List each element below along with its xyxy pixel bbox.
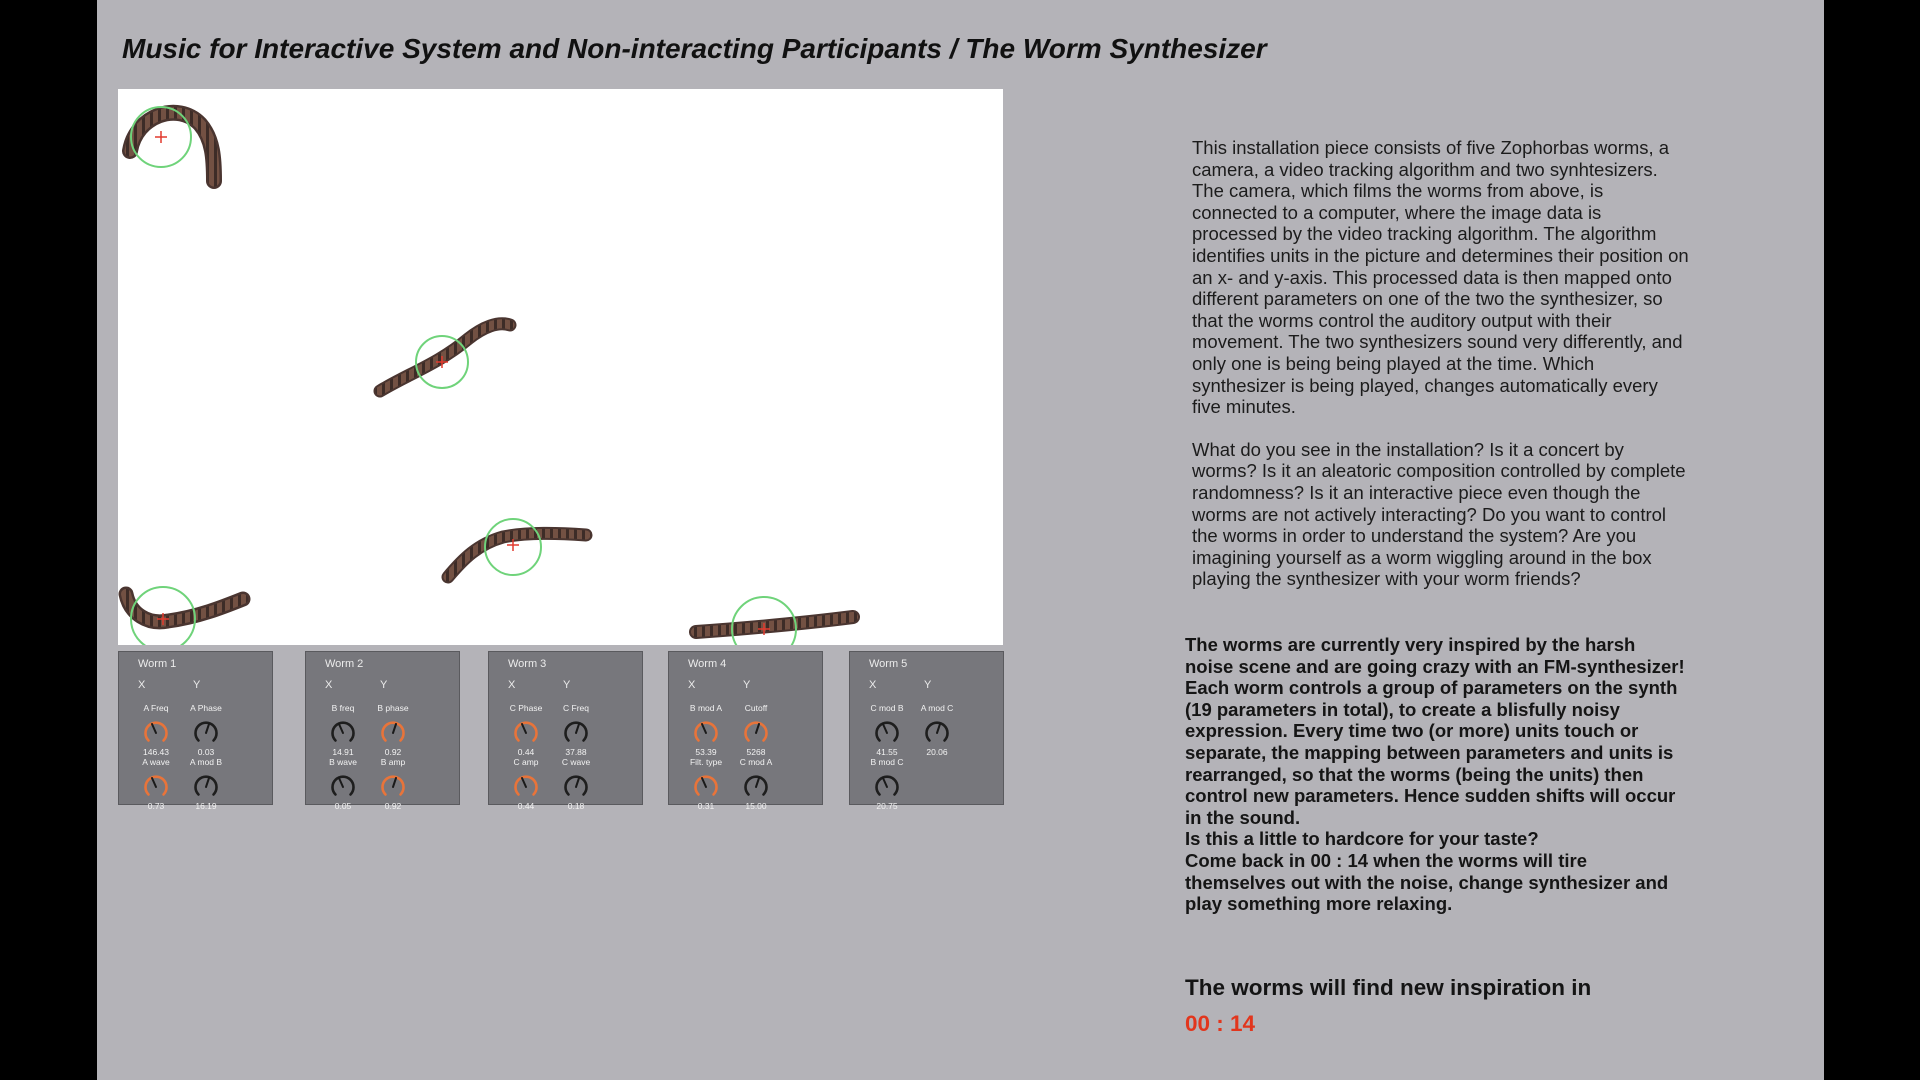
knob-label: C Freq	[563, 703, 589, 713]
parameter-knob[interactable]	[923, 719, 951, 747]
knob-value: 16.19	[195, 801, 217, 811]
x-axis-label: X	[688, 679, 696, 691]
parameter-knob[interactable]	[379, 719, 407, 747]
worm-1	[122, 104, 222, 189]
knob-value: 0.18	[567, 801, 585, 811]
knob-value: 0.92	[384, 801, 402, 811]
knob-label: B mod A	[689, 703, 723, 713]
x-axis-label: X	[508, 679, 516, 691]
worm-panel-1: Worm 1 X Y A Freq 146.43 A Phase 0.03 A wave 0.7…	[118, 651, 273, 811]
knob-value: 15.00	[745, 801, 767, 811]
knob-label: C wave	[561, 757, 591, 767]
y-axis-label: Y	[563, 679, 571, 691]
knob-label: Filt. type	[689, 757, 723, 767]
knob-label: A wave	[142, 757, 170, 767]
x-axis-label: X	[138, 679, 146, 691]
knob-label: C Phase	[509, 703, 543, 713]
knob-value: 41.55	[876, 747, 898, 757]
worm-panel-title: Worm 1	[138, 658, 177, 670]
knob-label: B wave	[329, 757, 357, 767]
installation-screen: Music for Interactive System and Non-int…	[97, 0, 1824, 1080]
parameter-knob[interactable]	[692, 773, 720, 801]
y-axis-label: Y	[924, 679, 932, 691]
parameter-knob[interactable]	[142, 719, 170, 747]
knob-value: 0.73	[147, 801, 165, 811]
come-back-suffix: when the worms will tire themselves out …	[1185, 849, 1669, 915]
knob-label: B freq	[331, 703, 355, 713]
knob-value: 146.43	[143, 747, 169, 757]
parameter-knob[interactable]	[142, 773, 170, 801]
current-state-main: The worms are currently very inspired by…	[1185, 634, 1685, 828]
worm-panel-4: Worm 4 X Y B mod A 53.39 Cutoff 5268 Filt. type…	[668, 651, 823, 811]
x-axis-label: X	[325, 679, 333, 691]
worm-2	[373, 317, 517, 398]
parameter-knob[interactable]	[512, 773, 540, 801]
knob-label: C amp	[513, 757, 539, 767]
worm-4	[118, 586, 251, 645]
worm-panel-title: Worm 3	[508, 658, 547, 670]
knob-label: A Phase	[190, 703, 222, 713]
worm-panel-5: Worm 5 X Y C mod B 41.55 A mod C 20.06 B mod C 2…	[849, 651, 1004, 811]
parameter-knob[interactable]	[329, 719, 357, 747]
page-title: Music for Interactive System and Non-int…	[122, 33, 1267, 64]
parameter-knob[interactable]	[873, 719, 901, 747]
parameter-knob[interactable]	[742, 773, 770, 801]
knob-value: 14.91	[332, 747, 354, 757]
parameter-knob[interactable]	[512, 719, 540, 747]
description-paragraph-1: This installation piece consists of five…	[1192, 137, 1689, 418]
knob-label: B amp	[380, 757, 406, 767]
worm-5	[689, 596, 860, 645]
y-axis-label: Y	[380, 679, 388, 691]
knob-value: 0.92	[384, 747, 402, 757]
knob-label: B phase	[377, 703, 409, 713]
knob-value: 0.03	[197, 747, 215, 757]
y-axis-label: Y	[193, 679, 201, 691]
current-state-text: The worms are currently very inspired by…	[1185, 634, 1685, 915]
worm-panel-2: Worm 2 X Y B freq 14.91 B phase 0.92 B wave 0.05…	[305, 651, 460, 811]
knob-value: 37.88	[565, 747, 587, 757]
knob-value: 53.39	[695, 747, 717, 757]
come-back-timer: 00 : 14	[1310, 849, 1369, 871]
knob-label: A mod B	[189, 757, 223, 767]
parameter-knob[interactable]	[873, 773, 901, 801]
knob-value: 20.06	[926, 747, 948, 757]
worm-tracking-view	[118, 104, 860, 645]
description-paragraph-2: What do you see in the installation? Is …	[1192, 438, 1686, 590]
knob-value: 0.05	[334, 801, 352, 811]
worm-panel-title: Worm 5	[869, 658, 908, 670]
parameter-knob[interactable]	[192, 719, 220, 747]
countdown-timer: 00 : 14	[1185, 1011, 1256, 1036]
parameter-knob[interactable]	[742, 719, 770, 747]
worm-3	[441, 518, 593, 584]
knob-label: Cutoff	[744, 703, 768, 713]
y-axis-label: Y	[743, 679, 751, 691]
installation-description: This installation piece consists of five…	[1192, 137, 1690, 611]
knob-label: A mod C	[920, 703, 954, 713]
current-state-question: Is this a little to hardcore for your ta…	[1185, 828, 1539, 850]
parameter-knob[interactable]	[192, 773, 220, 801]
knob-label: A Freq	[143, 703, 169, 713]
parameter-knob[interactable]	[562, 719, 590, 747]
knob-value: 0.31	[697, 801, 715, 811]
knob-value: 0.44	[517, 801, 535, 811]
knob-value: 0.44	[517, 747, 535, 757]
knob-label: B mod C	[870, 757, 904, 767]
parameter-knob[interactable]	[692, 719, 720, 747]
knob-label: C mod A	[739, 757, 773, 767]
knob-value: 20.75	[876, 801, 898, 811]
worm-panel-title: Worm 2	[325, 658, 364, 670]
x-axis-label: X	[869, 679, 877, 691]
parameter-knob[interactable]	[562, 773, 590, 801]
camera-feed	[118, 89, 1003, 645]
come-back-prefix: Come back in	[1185, 849, 1306, 871]
come-back-text: Come back in 00 : 14 when the worms will…	[1185, 850, 1685, 915]
knob-value: 5268	[746, 747, 766, 757]
knob-label: C mod B	[870, 703, 904, 713]
worm-panel-title: Worm 4	[688, 658, 727, 670]
parameter-knob[interactable]	[379, 773, 407, 801]
inspiration-label: The worms will find new inspiration in	[1185, 975, 1592, 1000]
parameter-knob[interactable]	[329, 773, 357, 801]
